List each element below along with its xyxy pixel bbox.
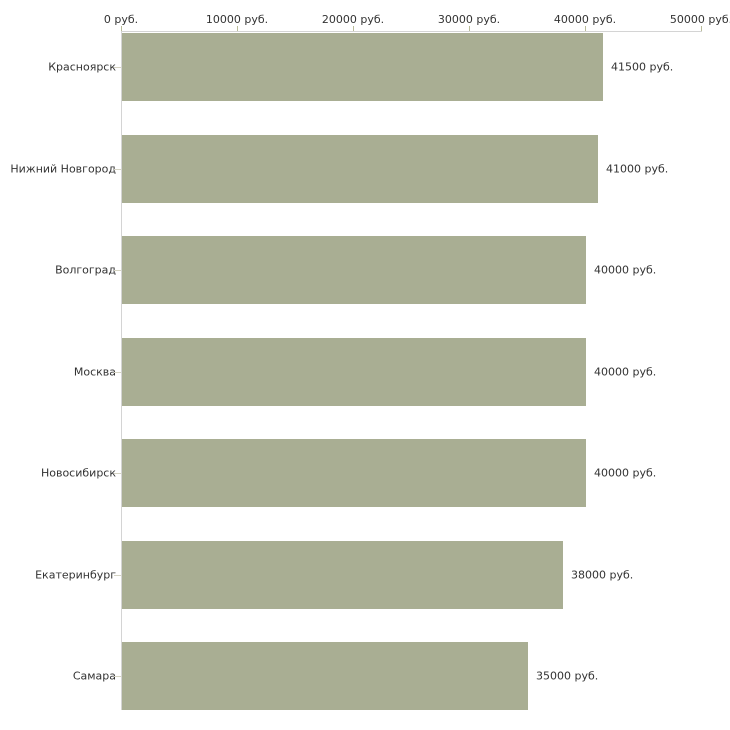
- category-label: Новосибирск: [40, 466, 116, 480]
- bar: [122, 236, 586, 304]
- bar: [122, 338, 586, 406]
- value-label: 41500 руб.: [611, 60, 674, 74]
- bar: [122, 33, 603, 101]
- category-tick: [114, 372, 121, 373]
- category-label: Екатеринбург: [35, 568, 116, 582]
- x-tick-label: 50000 руб.: [669, 13, 730, 26]
- bar: [122, 135, 598, 203]
- bar: [122, 642, 528, 710]
- category-label: Нижний Новгород: [10, 162, 116, 176]
- x-tick: [121, 26, 122, 31]
- category-label: Москва: [73, 365, 116, 379]
- category-tick: [114, 169, 121, 170]
- bar: [122, 541, 563, 609]
- x-tick-label: 20000 руб.: [321, 13, 385, 26]
- category-tick: [114, 67, 121, 68]
- x-tick: [353, 26, 354, 31]
- value-label: 40000 руб.: [594, 263, 657, 277]
- category-tick: [114, 676, 121, 677]
- y-axis-line: [121, 31, 122, 710]
- category-label: Самара: [72, 669, 116, 683]
- category-label: Красноярск: [48, 60, 116, 74]
- x-tick: [237, 26, 238, 31]
- category-tick: [114, 473, 121, 474]
- bar: [122, 439, 586, 507]
- x-tick: [701, 26, 702, 31]
- x-tick-label: 10000 руб.: [205, 13, 269, 26]
- value-label: 40000 руб.: [594, 365, 657, 379]
- value-label: 41000 руб.: [606, 162, 669, 176]
- x-tick: [469, 26, 470, 31]
- category-tick: [114, 575, 121, 576]
- category-label: Волгоград: [55, 263, 116, 277]
- x-tick-label: 30000 руб.: [437, 13, 501, 26]
- x-axis-line: [121, 31, 702, 32]
- value-label: 40000 руб.: [594, 466, 657, 480]
- category-tick: [114, 270, 121, 271]
- x-tick: [585, 26, 586, 31]
- value-label: 35000 руб.: [536, 669, 599, 683]
- x-tick-label: 0 руб.: [103, 13, 139, 26]
- x-tick-label: 40000 руб.: [553, 13, 617, 26]
- value-label: 38000 руб.: [571, 568, 634, 582]
